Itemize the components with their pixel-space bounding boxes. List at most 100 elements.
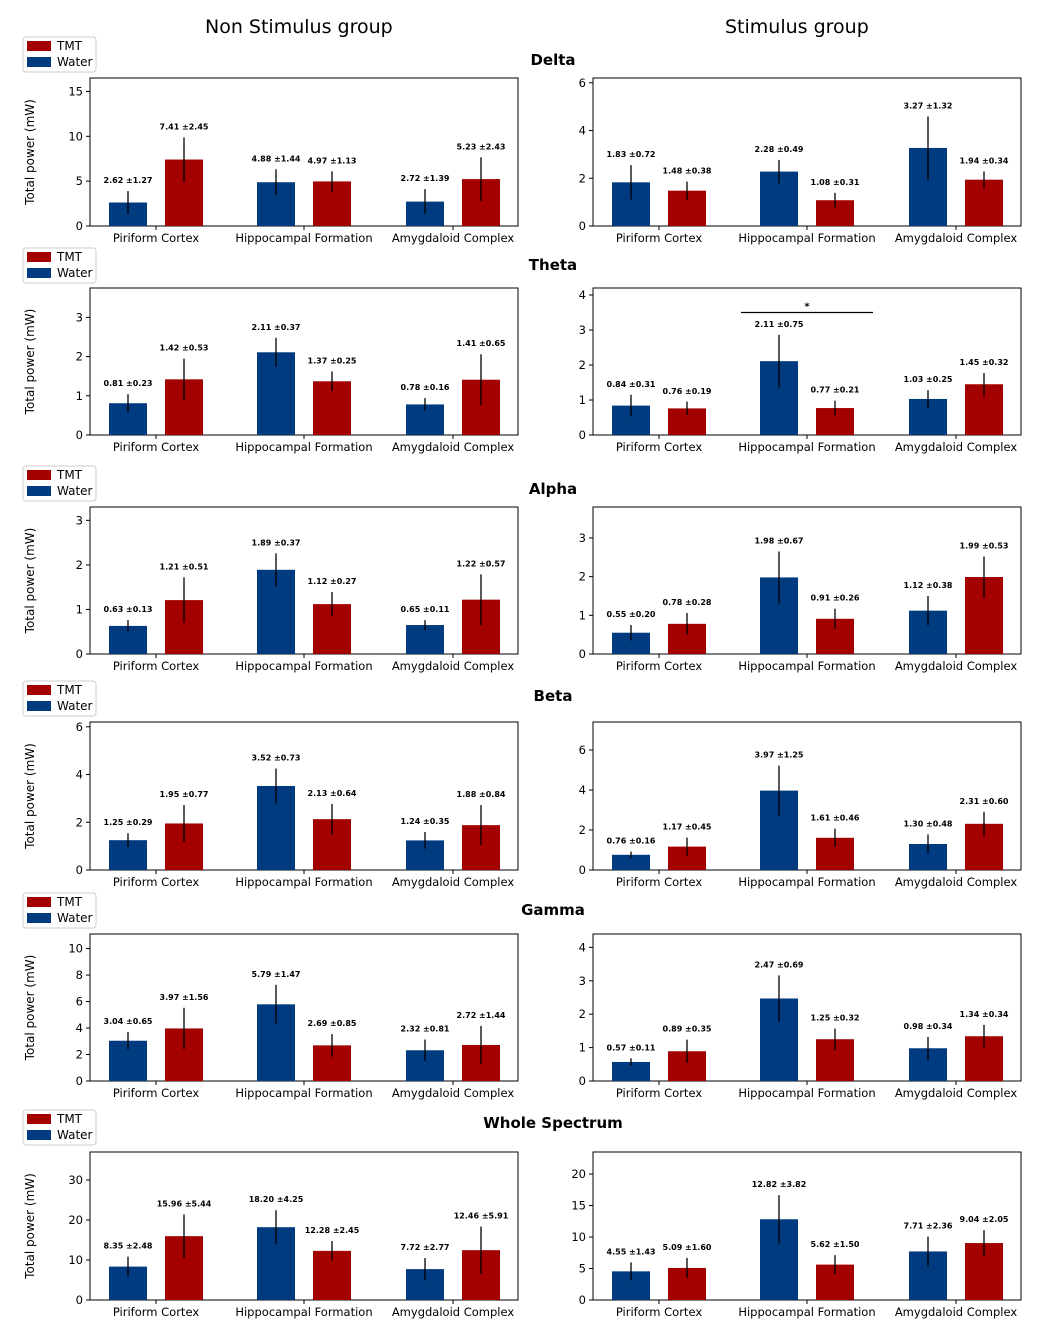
legend-label-water: Water	[57, 55, 93, 69]
theta-nonstim-ytick-label: 0	[76, 428, 83, 442]
beta-stim-ytick-label: 2	[579, 823, 586, 837]
whole-spectrum-nonstim-ytick-label: 0	[76, 1293, 83, 1307]
band-title-delta: Delta	[530, 51, 575, 69]
alpha-stim-ytick-label: 1	[579, 608, 586, 622]
gamma-nonstim-data-label-tmt-amygdaloid-complex: 2.72 ±1.44	[457, 1011, 506, 1020]
delta-stim-data-label-tmt-hippocampal-formation: 1.08 ±0.31	[811, 178, 860, 187]
gamma-nonstim-ytick-label: 2	[76, 1048, 83, 1062]
alpha-nonstim-data-label-water-hippocampal-formation: 1.89 ±0.37	[252, 538, 301, 547]
theta-nonstim-ytick-label: 2	[76, 350, 83, 364]
whole-spectrum-stim-data-label-tmt-hippocampal-formation: 5.62 ±1.50	[811, 1240, 860, 1249]
gamma-stim-data-label-tmt-amygdaloid-complex: 1.34 ±0.34	[960, 1010, 1009, 1019]
beta-stim-xtick-label: Piriform Cortex	[616, 875, 702, 889]
legend-label-water: Water	[57, 1128, 93, 1142]
legend-swatch-water	[27, 1130, 51, 1140]
legend-swatch-water	[27, 268, 51, 278]
theta-nonstim-xtick-label: Hippocampal Formation	[235, 440, 372, 454]
legend-label-tmt: TMT	[56, 468, 83, 482]
band-title-theta: Theta	[529, 256, 577, 274]
theta-nonstim-ytick-label: 1	[76, 389, 83, 403]
alpha-nonstim-data-label-tmt-piriform-cortex: 1.21 ±0.51	[160, 562, 209, 571]
delta-nonstim-data-label-tmt-piriform-cortex: 7.41 ±2.45	[160, 123, 209, 132]
delta-stim-data-label-water-hippocampal-formation: 2.28 ±0.49	[755, 145, 804, 154]
beta-stim-data-label-water-amygdaloid-complex: 1.30 ±0.48	[904, 819, 953, 828]
gamma-stim-bar-water-piriform-cortex	[612, 1061, 650, 1081]
beta-stim-bar-water-piriform-cortex	[612, 854, 650, 870]
alpha-stim-data-label-water-amygdaloid-complex: 1.12 ±0.38	[904, 581, 953, 590]
gamma-nonstim-data-label-tmt-hippocampal-formation: 2.69 ±0.85	[308, 1019, 357, 1028]
alpha-stim-data-label-tmt-amygdaloid-complex: 1.99 ±0.53	[960, 542, 1009, 551]
gamma-stim-ytick-label: 3	[579, 974, 586, 988]
beta-nonstim-ytick-label: 2	[76, 815, 83, 829]
whole-spectrum-stim-xtick-label: Amygdaloid Complex	[895, 1305, 1018, 1319]
beta-nonstim-data-label-tmt-piriform-cortex: 1.95 ±0.77	[160, 790, 209, 799]
theta-nonstim-data-label-water-hippocampal-formation: 2.11 ±0.37	[252, 323, 301, 332]
delta-nonstim-data-label-tmt-hippocampal-formation: 4.97 ±1.13	[308, 156, 357, 165]
beta-stim-axes	[592, 721, 1022, 871]
delta-stim-ytick-label: 4	[579, 124, 586, 138]
delta-stim-data-label-tmt-piriform-cortex: 1.48 ±0.38	[663, 167, 712, 176]
delta-stim-data-label-water-amygdaloid-complex: 3.27 ±1.32	[904, 101, 953, 110]
delta-nonstim-bar-water-piriform-cortex	[109, 202, 147, 226]
delta-stim-xtick-label: Hippocampal Formation	[738, 231, 875, 245]
beta-nonstim-data-label-water-hippocampal-formation: 3.52 ±0.73	[252, 754, 301, 763]
whole-spectrum-nonstim-ytick-label: 30	[68, 1173, 83, 1187]
alpha-stim-bar-water-piriform-cortex	[612, 632, 650, 654]
theta-stim-significance-marker: *	[804, 302, 810, 313]
delta-stim-xtick-label: Piriform Cortex	[616, 231, 702, 245]
legend-label-tmt: TMT	[56, 39, 83, 53]
beta-stim-bar-tmt-piriform-cortex	[668, 846, 706, 870]
theta-nonstim-axes	[89, 287, 519, 436]
theta-nonstim-data-label-water-amygdaloid-complex: 0.78 ±0.16	[401, 383, 450, 392]
whole-spectrum-stim-ytick-label: 5	[579, 1262, 586, 1276]
gamma-stim-ytick-label: 1	[579, 1041, 586, 1055]
theta-stim-ytick-label: 4	[579, 288, 586, 302]
theta-stim-xtick-label: Hippocampal Formation	[738, 440, 875, 454]
gamma-stim-xtick-label: Hippocampal Formation	[738, 1086, 875, 1100]
delta-stim-ytick-label: 2	[579, 171, 586, 185]
alpha-stim-data-label-water-hippocampal-formation: 1.98 ±0.67	[755, 536, 804, 545]
gamma-nonstim-axes	[89, 933, 519, 1082]
beta-stim-ytick-label: 0	[579, 863, 586, 877]
gamma-stim-axes	[592, 933, 1022, 1082]
theta-stim-ytick-label: 0	[579, 428, 586, 442]
theta-stim-data-label-water-amygdaloid-complex: 1.03 ±0.25	[904, 375, 953, 384]
beta-stim-xtick-label: Amygdaloid Complex	[895, 875, 1018, 889]
alpha-stim-data-label-water-piriform-cortex: 0.55 ±0.20	[607, 610, 656, 619]
alpha-nonstim-data-label-water-piriform-cortex: 0.63 ±0.13	[104, 605, 153, 614]
delta-stim-data-label-tmt-amygdaloid-complex: 1.94 ±0.34	[960, 157, 1009, 166]
alpha-nonstim-xtick-label: Hippocampal Formation	[235, 659, 372, 673]
legend-swatch-water	[27, 701, 51, 711]
whole-spectrum-stim-ytick-label: 0	[579, 1293, 586, 1307]
alpha-stim-axes	[592, 506, 1022, 655]
gamma-nonstim-data-label-water-hippocampal-formation: 5.79 ±1.47	[252, 970, 301, 979]
legend-label-water: Water	[57, 911, 93, 925]
gamma-nonstim-xtick-label: Hippocampal Formation	[235, 1086, 372, 1100]
whole-spectrum-stim-data-label-water-hippocampal-formation: 12.82 ±3.82	[752, 1180, 807, 1189]
beta-nonstim-axes	[89, 721, 519, 871]
delta-stim-ytick-label: 6	[579, 76, 586, 90]
alpha-stim-xtick-label: Piriform Cortex	[616, 659, 702, 673]
theta-nonstim-data-label-tmt-amygdaloid-complex: 1.41 ±0.65	[457, 339, 506, 348]
theta-nonstim-xtick-label: Piriform Cortex	[113, 440, 199, 454]
whole-spectrum-nonstim-ytick-label: 10	[68, 1253, 83, 1267]
whole-spectrum-nonstim-data-label-tmt-hippocampal-formation: 12.28 ±2.45	[305, 1226, 360, 1235]
legend-swatch-tmt	[27, 897, 51, 907]
legend-swatch-tmt	[27, 41, 51, 51]
beta-stim-ytick-label: 6	[579, 743, 586, 757]
theta-stim-xtick-label: Piriform Cortex	[616, 440, 702, 454]
whole-spectrum-stim-ytick-label: 20	[571, 1167, 586, 1181]
whole-spectrum-stim-axes	[592, 1151, 1022, 1301]
whole-spectrum-nonstim-xtick-label: Piriform Cortex	[113, 1305, 199, 1319]
whole-spectrum-stim-data-label-tmt-amygdaloid-complex: 9.04 ±2.05	[960, 1215, 1009, 1224]
gamma-nonstim-data-label-water-piriform-cortex: 3.04 ±0.65	[104, 1017, 153, 1026]
alpha-nonstim-xtick-label: Piriform Cortex	[113, 659, 199, 673]
alpha-stim-xtick-label: Hippocampal Formation	[738, 659, 875, 673]
band-title-whole-spectrum: Whole Spectrum	[483, 1114, 623, 1132]
whole-spectrum-nonstim-data-label-water-piriform-cortex: 8.35 ±2.48	[104, 1242, 153, 1251]
delta-nonstim-data-label-water-hippocampal-formation: 4.88 ±1.44	[252, 154, 301, 163]
legend-label-tmt: TMT	[56, 250, 83, 264]
gamma-nonstim-ytick-label: 4	[76, 1021, 83, 1035]
alpha-nonstim-axes	[89, 506, 519, 655]
